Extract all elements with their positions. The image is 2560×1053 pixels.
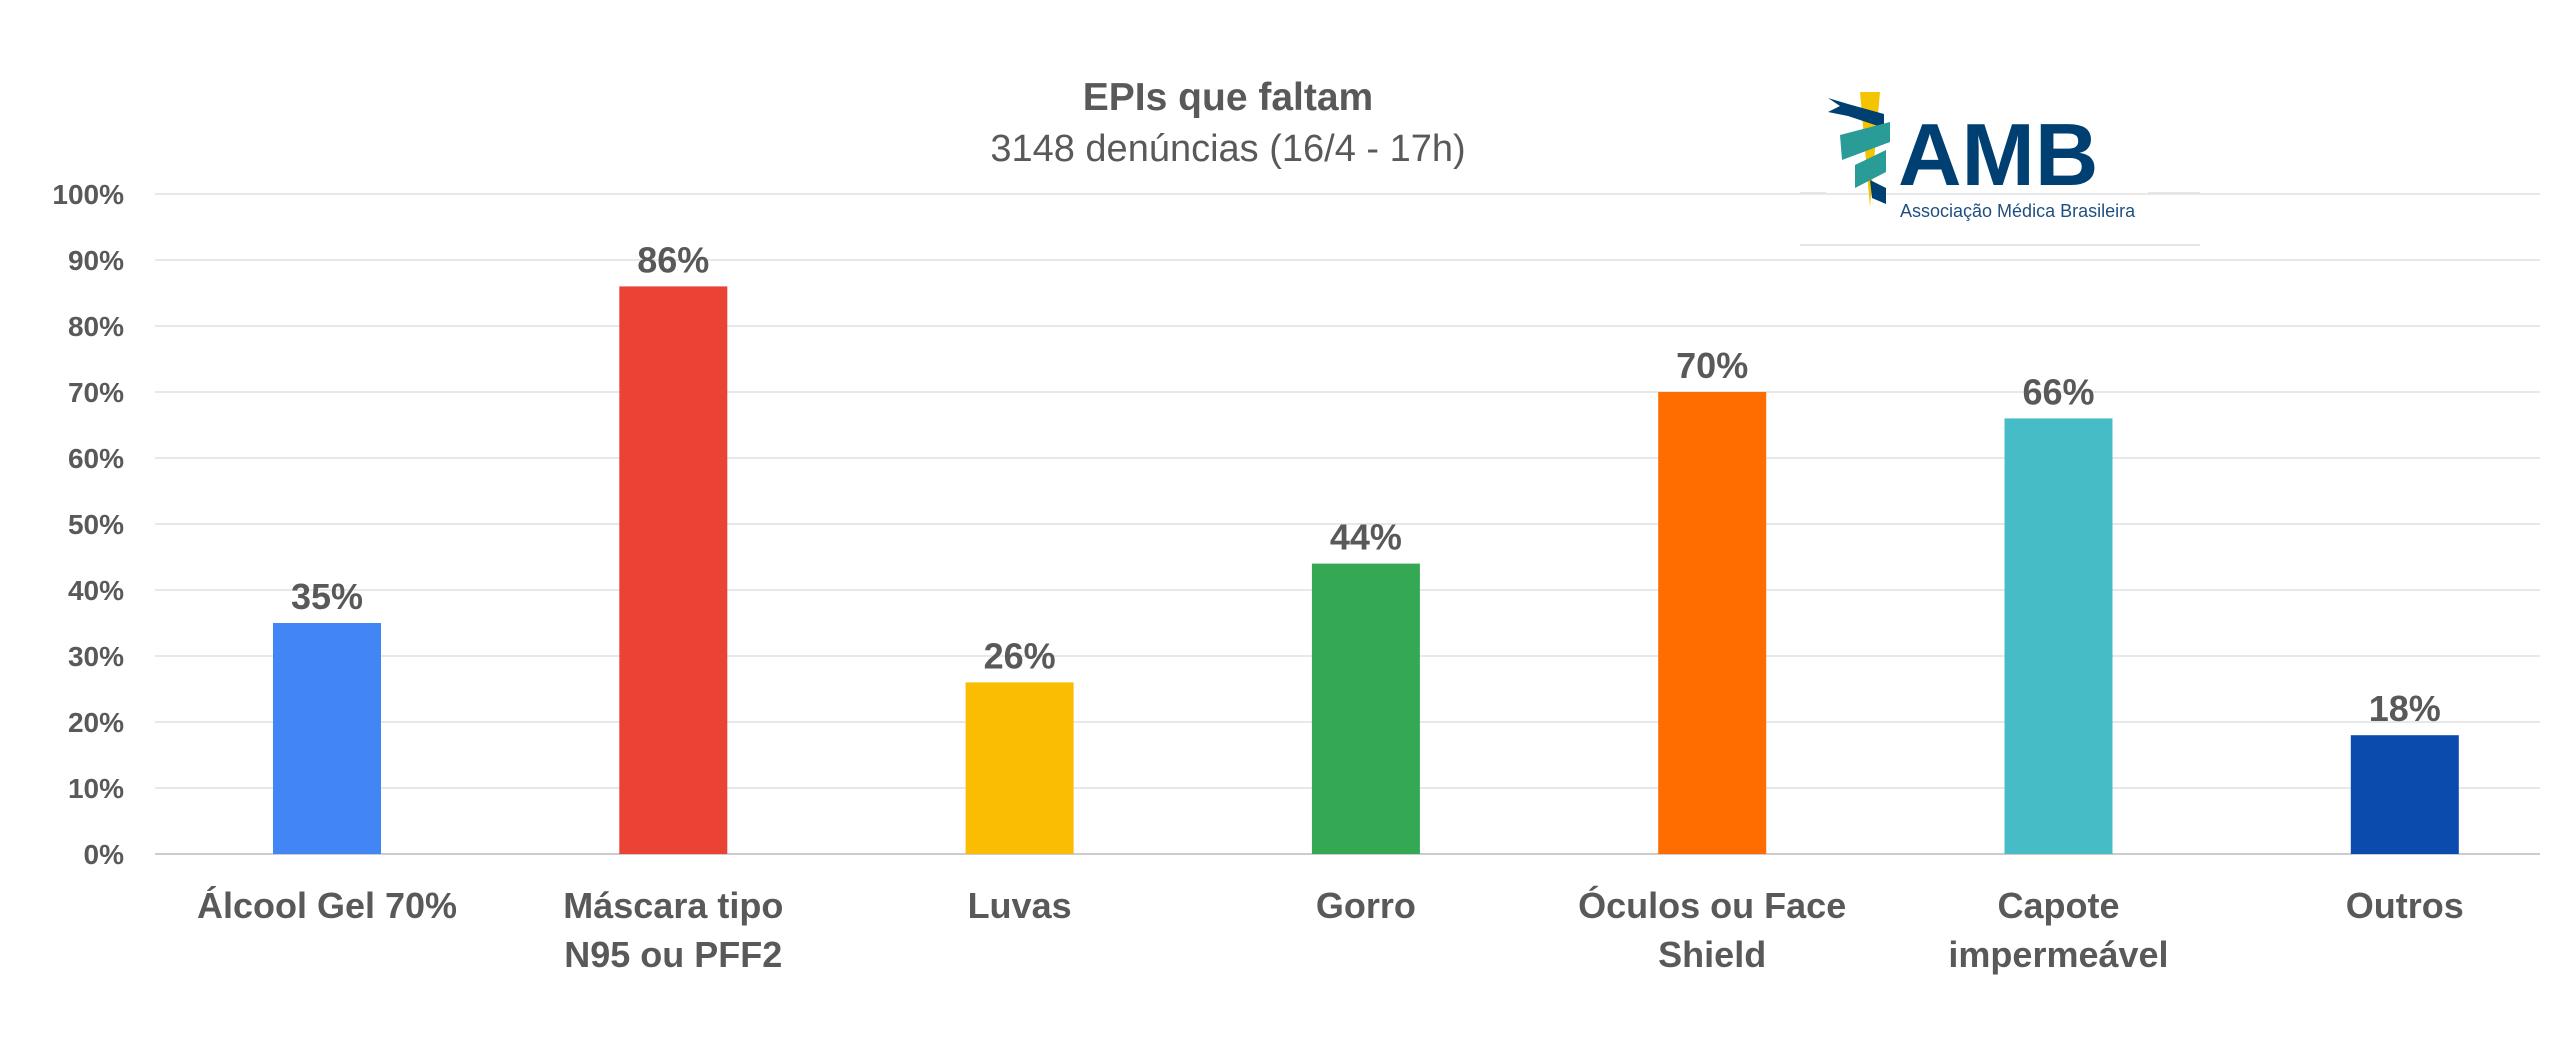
bar — [273, 623, 381, 854]
bar — [1311, 563, 1420, 854]
y-tick-label: 40% — [68, 575, 124, 606]
x-tick-label: Máscara tipo — [563, 885, 783, 926]
data-label: 35% — [291, 576, 363, 617]
data-label: 86% — [637, 239, 709, 280]
y-tick-label: 50% — [68, 509, 124, 540]
x-tick-label: Álcool Gel 70% — [197, 885, 457, 926]
y-tick-label: 20% — [68, 707, 124, 738]
bar — [965, 682, 1074, 854]
y-tick-label: 90% — [68, 245, 124, 276]
amb-logo: AMB Associação Médica Brasileira — [1800, 92, 2200, 246]
data-label: 26% — [984, 635, 1056, 676]
chart-subtitle: 3148 denúncias (16/4 - 17h) — [990, 128, 1466, 170]
y-tick-label: 30% — [68, 641, 124, 672]
y-tick-label: 60% — [68, 443, 124, 474]
x-tick-label: Outros — [2346, 885, 2464, 926]
data-label: 66% — [2022, 371, 2094, 412]
bar — [619, 286, 728, 854]
y-tick-label: 10% — [68, 773, 124, 804]
x-tick-label: Óculos ou Face — [1578, 884, 1846, 926]
x-tick-label: Luvas — [968, 885, 1072, 926]
x-tick-label: Shield — [1658, 934, 1766, 975]
x-tick-label: N95 ou PFF2 — [564, 934, 782, 975]
bar — [1658, 392, 1767, 854]
x-tick-label: impermeável — [1948, 934, 2168, 975]
logo-tagline: Associação Médica Brasileira — [1900, 201, 2136, 221]
y-tick-label: 0% — [84, 839, 125, 870]
x-tick-label: Capote — [1997, 885, 2119, 926]
chart-title: EPIs que faltam — [1082, 76, 1374, 119]
bar — [2004, 418, 2113, 854]
data-label: 44% — [1330, 517, 1402, 558]
y-tick-label: 80% — [68, 311, 124, 342]
bar — [2350, 735, 2459, 854]
data-label: 18% — [2369, 688, 2441, 729]
x-tick-label: Gorro — [1316, 885, 1416, 926]
y-tick-label: 70% — [68, 377, 124, 408]
y-tick-label: 100% — [52, 179, 124, 210]
logo-wordmark: AMB — [1898, 105, 2098, 204]
data-label: 70% — [1676, 345, 1748, 386]
